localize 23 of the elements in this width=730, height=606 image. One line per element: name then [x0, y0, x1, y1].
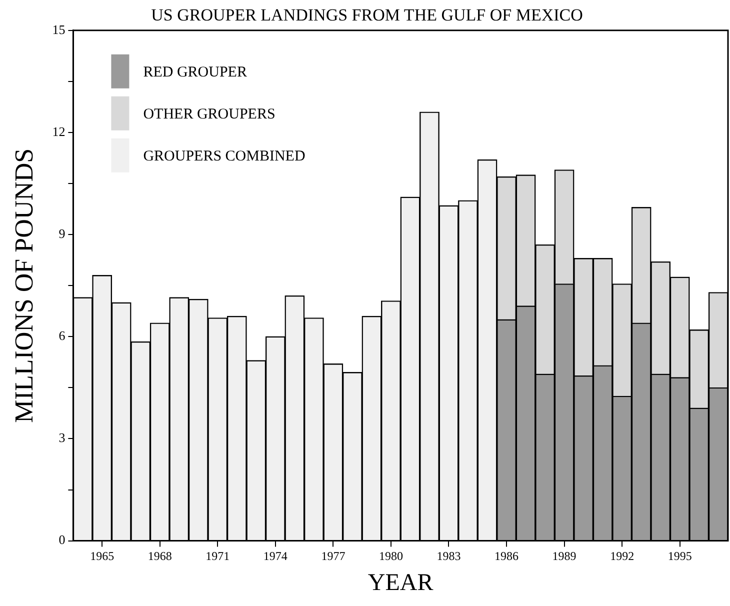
legend-label: RED GROUPER [143, 64, 247, 80]
y-tick-label: 0 [58, 532, 66, 548]
y-tick-label: 12 [52, 124, 66, 139]
x-tick-label: 1992 [610, 549, 634, 564]
y-tick-label: 9 [58, 226, 66, 241]
x-tick-label: 1965 [90, 549, 114, 564]
x-tick-label: 1986 [494, 549, 519, 564]
x-tick-label: 1980 [378, 549, 403, 564]
chart-title: US GROUPER LANDINGS FROM THE GULF OF MEXICO [151, 6, 583, 25]
x-tick-label: 1995 [668, 549, 692, 564]
y-tick-label: 3 [58, 430, 66, 446]
x-axis-title: YEAR [368, 570, 434, 596]
legend-label: GROUPERS COMBINED [143, 148, 306, 164]
x-tick-label: 1974 [263, 549, 288, 564]
x-tick-label: 1989 [552, 549, 576, 564]
y-tick-label: 15 [52, 22, 66, 37]
x-tick-label: 1983 [436, 549, 461, 564]
x-tick-label: 1968 [148, 549, 172, 564]
legend-label: OTHER GROUPERS [143, 106, 276, 122]
x-tick-label: 1971 [206, 549, 230, 564]
y-tick-label: 6 [58, 328, 66, 344]
x-tick-label: 1977 [321, 549, 346, 564]
y-axis-title: MILLIONS OF POUNDS [9, 148, 38, 423]
